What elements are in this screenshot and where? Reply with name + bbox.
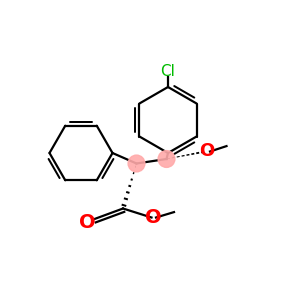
Circle shape (158, 151, 175, 167)
Text: O: O (79, 212, 95, 232)
Text: O: O (145, 208, 161, 227)
Text: O: O (200, 142, 214, 160)
Text: Cl: Cl (160, 64, 175, 80)
Circle shape (128, 155, 145, 172)
